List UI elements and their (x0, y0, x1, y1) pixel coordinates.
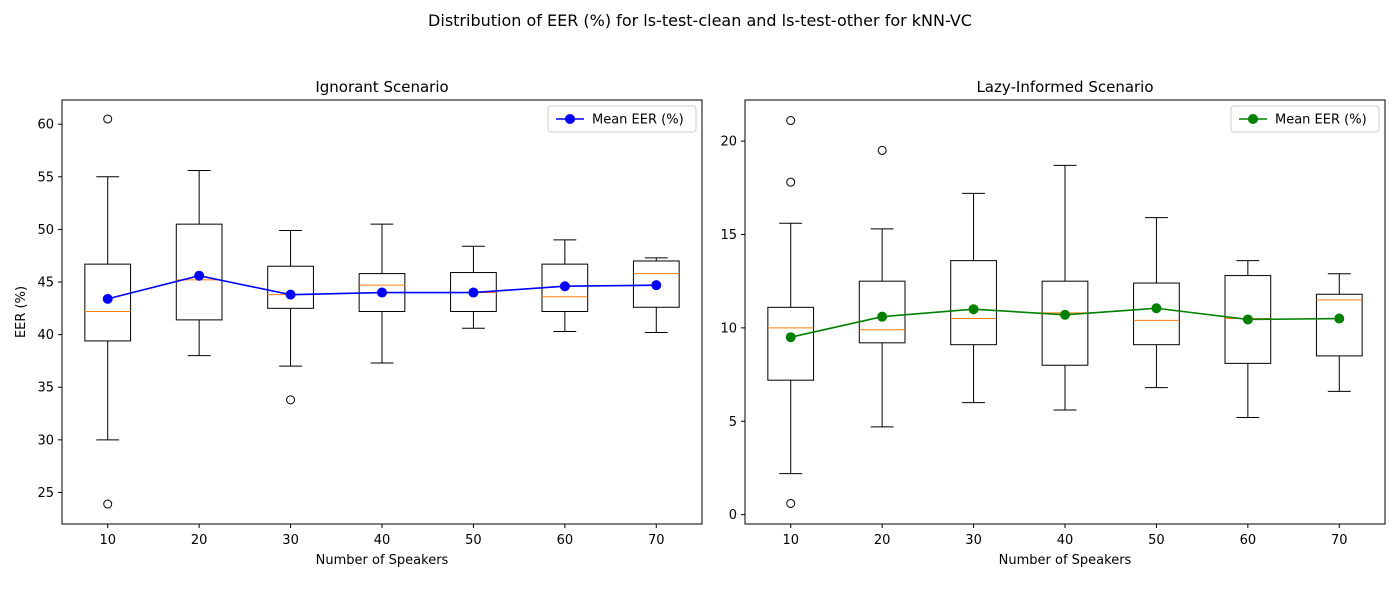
mean-point (1242, 314, 1253, 325)
legend-frame (1230, 105, 1380, 133)
y-tick-label: 40 (37, 328, 54, 343)
outlier-point (286, 395, 296, 405)
x-tick-label: 60 (557, 533, 574, 548)
y-axis-label: EER (%) (14, 286, 29, 338)
legend-label: Mean EER (%) (592, 113, 684, 128)
legend: Mean EER (%) (1230, 105, 1380, 133)
legend: Mean EER (%) (547, 105, 697, 133)
outlier-point (786, 498, 796, 508)
mean-point (877, 311, 888, 322)
box-30 (950, 192, 997, 404)
box-iqr (84, 263, 132, 342)
x-tick-label: 50 (1148, 533, 1165, 548)
mean-point (968, 304, 979, 315)
panel-title: Lazy-Informed Scenario (976, 78, 1153, 96)
outlier-point (103, 499, 113, 509)
box-20 (175, 169, 223, 357)
box-iqr (1041, 280, 1089, 366)
box-iqr (267, 265, 314, 309)
x-tick-label: 10 (99, 533, 116, 548)
legend-frame (547, 105, 697, 133)
x-tick-label: 30 (965, 533, 982, 548)
y-tick-label: 5 (729, 415, 737, 430)
legend-marker (565, 114, 575, 124)
box-60 (1224, 260, 1272, 419)
mean-point (1151, 303, 1162, 314)
x-tick-label: 30 (282, 533, 299, 548)
mean-point (785, 332, 796, 343)
box-30 (267, 229, 314, 405)
x-tick-label: 40 (374, 533, 391, 548)
y-tick-label: 55 (37, 170, 54, 185)
mean-point (102, 293, 113, 304)
legend-label: Mean EER (%) (1275, 113, 1367, 128)
mean-point (651, 280, 662, 291)
box-10 (84, 114, 132, 509)
y-tick-label: 30 (37, 433, 54, 448)
box-40 (1041, 164, 1089, 411)
panel-lazy-informed: Lazy-Informed Scenario Number of Speaker… (720, 78, 1386, 568)
outlier-point (103, 114, 113, 124)
box-iqr (175, 223, 223, 321)
box-iqr (767, 306, 815, 381)
x-tick-label: 40 (1057, 533, 1074, 548)
outlier-point (786, 116, 796, 126)
mean-point (468, 287, 479, 298)
y-tick-label: 45 (37, 276, 54, 291)
box-50 (450, 245, 497, 329)
outlier-point (786, 177, 796, 187)
mean-point (194, 270, 205, 281)
y-tick-label: 15 (720, 228, 737, 243)
box-iqr (1315, 293, 1363, 357)
y-tick-label: 20 (720, 135, 737, 150)
y-tick-label: 35 (37, 381, 54, 396)
mean-point (285, 289, 296, 300)
x-tick-label: 20 (191, 533, 208, 548)
x-tick-label: 20 (874, 533, 891, 548)
box-iqr (950, 260, 997, 346)
mean-point (1334, 313, 1345, 324)
mean-point (559, 281, 570, 292)
x-tick-label: 50 (465, 533, 482, 548)
mean-point (377, 287, 387, 298)
mean-point (1060, 309, 1070, 320)
y-tick-label: 0 (729, 508, 737, 523)
box-50 (1133, 217, 1180, 389)
outlier-point (877, 145, 887, 155)
x-tick-label: 70 (1331, 533, 1348, 548)
x-tick-label: 10 (782, 533, 799, 548)
y-tick-label: 50 (37, 223, 54, 238)
box-iqr (858, 280, 906, 344)
y-tick-label: 60 (37, 118, 54, 133)
box-iqr (1133, 282, 1180, 346)
figure-suptitle: Distribution of EER (%) for ls-test-clea… (428, 11, 972, 30)
panel-title: Ignorant Scenario (315, 78, 448, 96)
box-70 (1315, 273, 1363, 392)
y-tick-label: 10 (720, 321, 737, 336)
x-tick-label: 70 (648, 533, 665, 548)
panel-ignorant: Ignorant Scenario Number of Speakers EER… (14, 78, 703, 568)
box-20 (858, 145, 906, 428)
box-70 (632, 257, 680, 334)
box-iqr (632, 260, 680, 308)
x-axis-label: Number of Speakers (999, 553, 1132, 568)
y-tick-label: 25 (37, 486, 54, 501)
x-axis-label: Number of Speakers (316, 553, 449, 568)
legend-marker (1248, 114, 1258, 124)
box-10 (767, 116, 815, 508)
x-tick-label: 60 (1240, 533, 1257, 548)
